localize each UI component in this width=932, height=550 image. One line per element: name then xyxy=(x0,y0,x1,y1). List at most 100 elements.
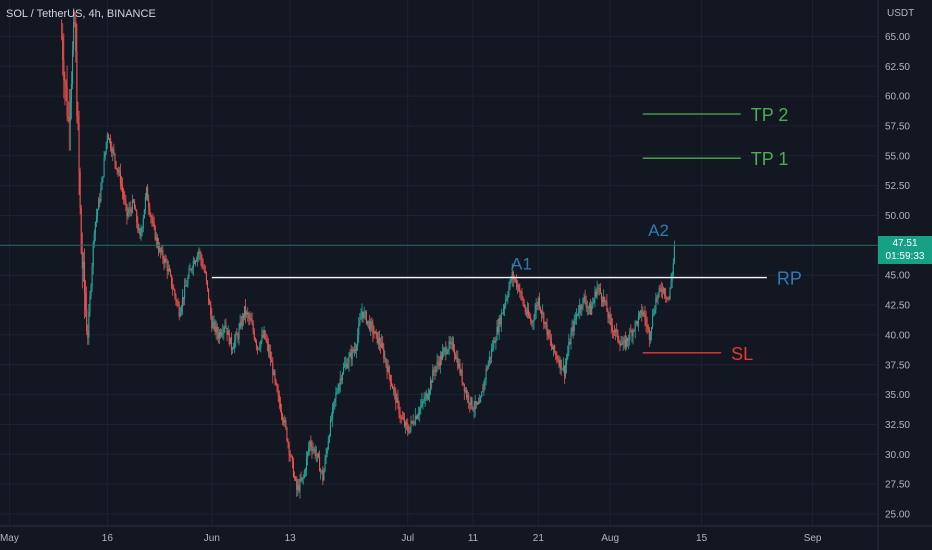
candle-body xyxy=(390,382,392,386)
candle-body xyxy=(591,306,593,315)
candle-body xyxy=(633,330,635,332)
candle-body xyxy=(436,361,438,367)
candle-body xyxy=(153,223,155,227)
candle-body xyxy=(222,332,224,334)
candle-body xyxy=(532,321,534,323)
candle-body xyxy=(317,453,320,458)
candle-body xyxy=(291,456,293,462)
candle-body xyxy=(289,453,291,456)
x-tick-label: Aug xyxy=(601,533,619,544)
x-tick-label: May xyxy=(0,533,19,544)
candle-body xyxy=(89,296,91,312)
candle-body xyxy=(538,298,540,308)
candle-body xyxy=(329,419,332,436)
candle-body xyxy=(543,312,545,325)
candle-body xyxy=(83,261,86,294)
candle-body xyxy=(622,342,624,345)
candle-body xyxy=(660,288,662,292)
candle-body xyxy=(384,358,386,360)
candle-body xyxy=(242,315,244,318)
candle-body xyxy=(224,325,226,328)
candle-body xyxy=(371,321,373,325)
candle-body xyxy=(178,305,180,317)
candle-body xyxy=(219,331,222,336)
candle-body xyxy=(270,352,272,360)
candle-body xyxy=(237,335,239,339)
candle-body xyxy=(253,331,255,339)
candle-body xyxy=(606,301,608,312)
candle-body xyxy=(611,325,613,331)
candle-body xyxy=(260,340,262,348)
candle-body xyxy=(75,22,77,52)
candle-body xyxy=(511,271,513,280)
candle-body xyxy=(62,36,64,61)
candle-body xyxy=(228,330,230,345)
candle-body xyxy=(292,461,295,477)
candle-body xyxy=(171,275,173,286)
candle-body xyxy=(299,479,301,491)
candle-body xyxy=(449,341,451,345)
candle-body xyxy=(226,328,228,335)
candle-body xyxy=(323,470,325,481)
candle-body xyxy=(662,288,665,292)
candle-body xyxy=(263,330,265,337)
candle-body xyxy=(342,367,345,374)
candle-body xyxy=(438,362,440,366)
candle-body xyxy=(456,357,458,359)
candle-body xyxy=(451,342,453,343)
candle-body xyxy=(274,371,276,380)
candle-body xyxy=(480,396,482,402)
candle-body xyxy=(71,49,74,85)
candle-body xyxy=(211,315,213,329)
candle-body xyxy=(332,407,334,419)
candle-body xyxy=(103,158,105,177)
candle-body xyxy=(638,312,641,316)
candle-body xyxy=(474,401,476,409)
candle-body xyxy=(66,86,68,117)
candle-body xyxy=(181,297,183,308)
candle-body xyxy=(335,392,337,399)
candle-body xyxy=(358,324,360,336)
candle-body xyxy=(566,358,568,365)
candle-body xyxy=(310,441,312,447)
candle-body xyxy=(369,320,371,330)
candle-body xyxy=(654,310,656,315)
candle-body xyxy=(264,330,266,340)
candle-body xyxy=(610,318,612,326)
candle-body xyxy=(285,420,287,428)
candle-body xyxy=(303,471,305,478)
candle-body xyxy=(625,338,628,347)
candle-body xyxy=(210,304,212,316)
candle-body xyxy=(182,297,185,299)
candle-body xyxy=(365,312,367,324)
x-tick-label: 11 xyxy=(468,533,479,544)
candle-body xyxy=(573,318,575,332)
candle-body xyxy=(275,379,277,385)
candle-body xyxy=(152,221,154,224)
candle-body xyxy=(541,310,543,314)
candle-body xyxy=(477,403,480,404)
candle-body xyxy=(496,327,498,340)
candle-body xyxy=(628,340,630,341)
candle-body xyxy=(648,328,650,340)
candle-body xyxy=(396,397,398,403)
y-tick-label: 25.00 xyxy=(885,510,910,521)
candle-body xyxy=(314,449,316,456)
candle-body xyxy=(560,359,562,370)
candle-body xyxy=(247,312,249,315)
candle-body xyxy=(85,293,87,309)
candle-body xyxy=(424,396,426,401)
candle-body xyxy=(520,291,522,293)
candle-body xyxy=(483,381,485,392)
candle-body xyxy=(161,250,163,253)
candle-body xyxy=(319,457,321,472)
candle-body xyxy=(379,344,382,348)
candle-body xyxy=(116,168,118,170)
candle-body xyxy=(354,349,357,351)
candle-body xyxy=(378,337,380,345)
candle-body xyxy=(630,331,632,333)
candle-body xyxy=(629,331,631,341)
candle-body xyxy=(585,302,587,308)
candle-body xyxy=(645,318,647,325)
